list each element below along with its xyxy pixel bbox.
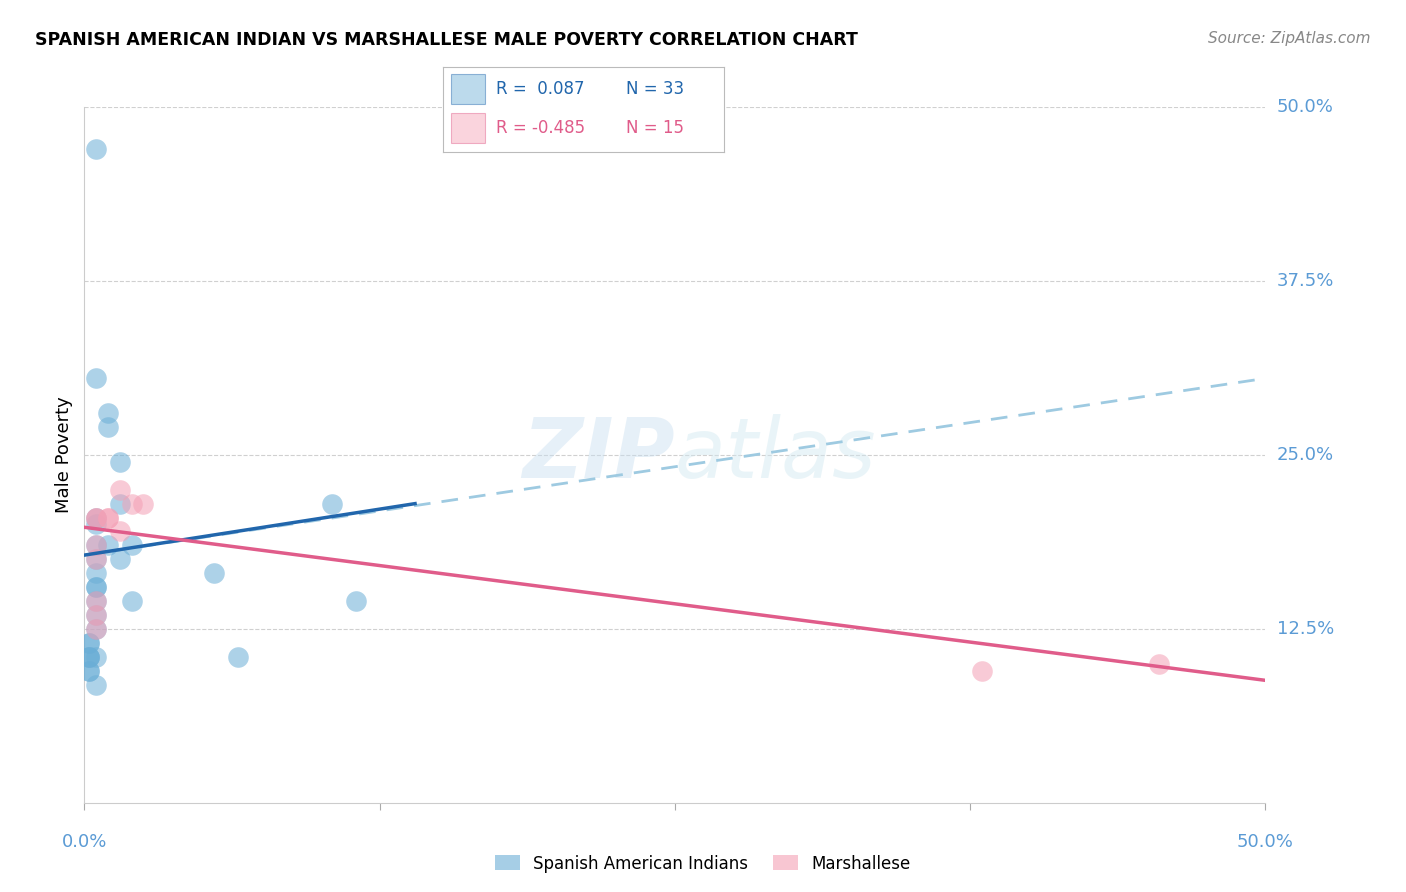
Point xyxy=(1147,657,1170,671)
Point xyxy=(344,594,367,608)
Legend: Spanish American Indians, Marshallese: Spanish American Indians, Marshallese xyxy=(488,848,918,880)
Point xyxy=(97,406,120,420)
Point xyxy=(84,622,107,636)
Text: SPANISH AMERICAN INDIAN VS MARSHALLESE MALE POVERTY CORRELATION CHART: SPANISH AMERICAN INDIAN VS MARSHALLESE M… xyxy=(35,31,858,49)
Point xyxy=(226,649,249,664)
Point xyxy=(84,594,107,608)
Point xyxy=(77,664,100,678)
Point xyxy=(84,510,107,524)
Point xyxy=(84,538,107,552)
Text: 50.0%: 50.0% xyxy=(1237,833,1294,851)
Point xyxy=(84,510,107,524)
Point xyxy=(77,649,100,664)
Text: N = 15: N = 15 xyxy=(626,119,683,136)
Text: atlas: atlas xyxy=(675,415,876,495)
Point xyxy=(84,142,107,156)
Text: R = -0.485: R = -0.485 xyxy=(496,119,585,136)
Text: 37.5%: 37.5% xyxy=(1277,272,1334,290)
Point xyxy=(970,664,993,678)
Point xyxy=(97,420,120,434)
Point xyxy=(108,455,131,469)
Point xyxy=(108,524,131,539)
Point xyxy=(84,566,107,581)
Point xyxy=(132,497,155,511)
Point xyxy=(84,622,107,636)
Point xyxy=(108,497,131,511)
Point xyxy=(121,497,143,511)
Point xyxy=(84,649,107,664)
Point xyxy=(84,538,107,552)
Text: Source: ZipAtlas.com: Source: ZipAtlas.com xyxy=(1208,31,1371,46)
Point xyxy=(202,566,225,581)
Point xyxy=(84,594,107,608)
Text: 25.0%: 25.0% xyxy=(1277,446,1334,464)
Point xyxy=(84,510,107,524)
Y-axis label: Male Poverty: Male Poverty xyxy=(55,397,73,513)
Point xyxy=(108,483,131,497)
Text: 12.5%: 12.5% xyxy=(1277,620,1334,638)
Text: 50.0%: 50.0% xyxy=(1277,98,1333,116)
Point xyxy=(97,510,120,524)
Point xyxy=(84,580,107,594)
Text: ZIP: ZIP xyxy=(522,415,675,495)
FancyBboxPatch shape xyxy=(451,74,485,104)
FancyBboxPatch shape xyxy=(451,112,485,143)
Point xyxy=(108,552,131,566)
Point xyxy=(77,649,100,664)
Text: 0.0%: 0.0% xyxy=(62,833,107,851)
Point xyxy=(121,594,143,608)
Point xyxy=(321,497,343,511)
Point xyxy=(84,371,107,385)
Point xyxy=(77,636,100,650)
Point xyxy=(84,607,107,622)
Point xyxy=(84,552,107,566)
Point xyxy=(77,636,100,650)
Point xyxy=(77,664,100,678)
Point xyxy=(121,538,143,552)
Point xyxy=(77,649,100,664)
Point xyxy=(84,580,107,594)
Point xyxy=(84,607,107,622)
Point xyxy=(84,517,107,532)
Point xyxy=(84,552,107,566)
Point xyxy=(97,538,120,552)
Point xyxy=(84,677,107,691)
Text: N = 33: N = 33 xyxy=(626,80,683,98)
Point xyxy=(97,510,120,524)
Text: R =  0.087: R = 0.087 xyxy=(496,80,585,98)
